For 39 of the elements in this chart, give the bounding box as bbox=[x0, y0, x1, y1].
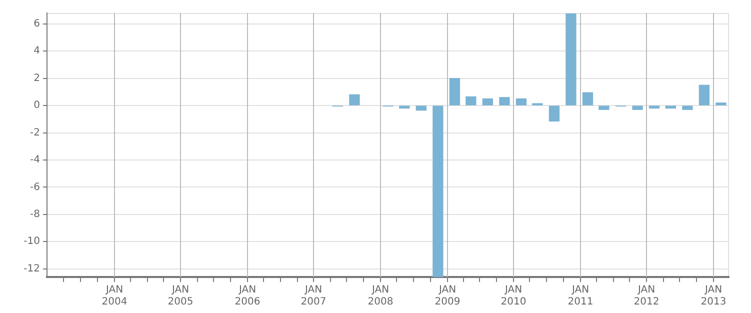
x-tick-label: JAN 2004 bbox=[102, 284, 128, 308]
bar bbox=[682, 106, 693, 110]
bar bbox=[516, 98, 527, 106]
y-tick-label: 4 bbox=[34, 46, 40, 57]
x-tick-label: JAN 2007 bbox=[300, 284, 326, 308]
y-tick-label: 2 bbox=[34, 72, 40, 84]
bar bbox=[499, 97, 510, 106]
x-tick-label: JAN 2012 bbox=[634, 284, 660, 308]
y-tick-label: 0 bbox=[34, 100, 40, 112]
x-tick-label: JAN 2006 bbox=[234, 284, 260, 308]
bar bbox=[716, 102, 726, 106]
y-tick-label: -6 bbox=[30, 182, 40, 193]
x-tick-label: JAN 2005 bbox=[168, 284, 194, 308]
y-tick-label: -10 bbox=[24, 236, 40, 248]
x-tick-label: JAN 2011 bbox=[568, 284, 594, 308]
x-tick-label: JAN 2010 bbox=[500, 284, 526, 308]
y-tick-label: -8 bbox=[30, 208, 40, 220]
bar bbox=[566, 13, 576, 106]
bar bbox=[482, 98, 494, 106]
bar bbox=[466, 96, 476, 106]
bar bbox=[349, 94, 360, 106]
bar bbox=[582, 92, 594, 106]
bar bbox=[416, 106, 426, 111]
y-tick-label: -12 bbox=[24, 263, 40, 274]
x-tick-label: JAN 2009 bbox=[434, 284, 460, 308]
y-tick-label: 6 bbox=[34, 18, 40, 30]
bar bbox=[632, 106, 643, 110]
bar bbox=[648, 106, 660, 109]
bar bbox=[698, 84, 710, 106]
bar bbox=[399, 106, 410, 109]
x-tick-label: JAN 2008 bbox=[368, 284, 394, 308]
y-tick-label: -2 bbox=[30, 127, 40, 138]
x-tick-label: JAN 2013 bbox=[700, 284, 726, 308]
y-tick-label: -4 bbox=[30, 154, 40, 166]
bar bbox=[449, 78, 460, 106]
bar bbox=[598, 106, 610, 110]
bar bbox=[665, 106, 676, 109]
bar bbox=[432, 106, 444, 277]
bar bbox=[548, 106, 560, 122]
